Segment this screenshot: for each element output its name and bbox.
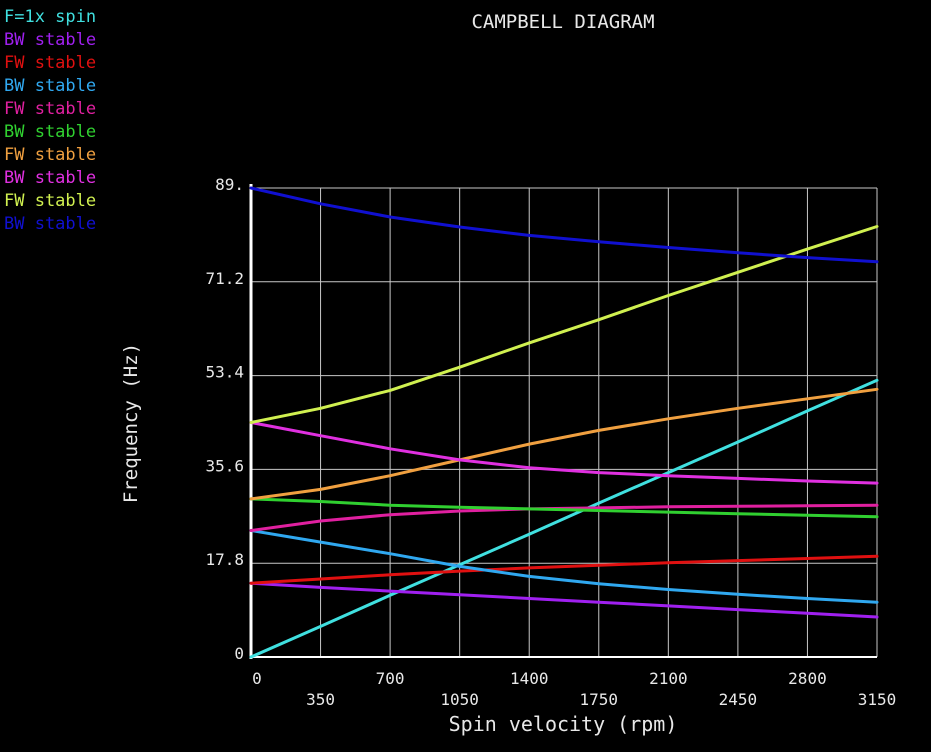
y-tick-label: 71.2: [205, 269, 244, 288]
series-line-9: [249, 225, 879, 424]
legend-entry: FW stable: [4, 99, 96, 119]
x-tick-label: 1050: [440, 690, 479, 709]
chart-title: CAMPBELL DIAGRAM: [471, 11, 654, 33]
y-tick-label: 0: [234, 644, 244, 663]
series-group: [249, 186, 879, 659]
series-line-1: [249, 378, 879, 659]
legend-entry: FW stable: [4, 191, 96, 211]
y-tick-label: 17.8: [205, 550, 244, 569]
legend-entry: FW stable: [4, 145, 96, 165]
x-tick-label: 0: [252, 669, 262, 688]
series-line-6: [249, 497, 879, 519]
x-tick-labels: 0 700 1400 2100 2800 350 1050 1750 2450 3150: [252, 669, 896, 709]
x-tick-label: 1750: [580, 690, 619, 709]
x-tick-label: 700: [376, 669, 405, 688]
y-tick-label: 89.: [215, 175, 244, 194]
x-tick-label: 2800: [788, 669, 827, 688]
x-tick-label: 350: [306, 690, 335, 709]
legend-entry: BW stable: [4, 122, 96, 142]
grid: [251, 187, 878, 657]
legend-entry: BW stable: [4, 214, 96, 234]
x-tick-label: 1400: [510, 669, 549, 688]
legend-entry: FW stable: [4, 53, 96, 73]
series-line-4: [249, 529, 879, 604]
y-tick-label: 53.4: [205, 363, 244, 382]
legend-entry: BW stable: [4, 30, 96, 50]
legend-entry: F=1x spin: [4, 7, 96, 27]
legend-entry: BW stable: [4, 168, 96, 188]
x-tick-label: 2450: [719, 690, 758, 709]
series-line-7: [249, 387, 879, 501]
x-tick-label: 2100: [649, 669, 688, 688]
series-line-2: [249, 581, 879, 619]
legend: F=1x spin BW stable FW stable BW stable FW s…: [4, 7, 96, 234]
legend-entry: BW stable: [4, 76, 96, 96]
x-tick-label: 3150: [858, 690, 897, 709]
series-line-8: [249, 421, 879, 485]
y-tick-label: 35.6: [205, 456, 244, 475]
y-axis-label: Frequency (Hz): [120, 343, 142, 503]
series-line-10: [249, 186, 879, 264]
series-line-3: [249, 554, 879, 585]
y-tick-labels: 0 17.8 35.6 53.4 71.2 89.: [205, 175, 244, 663]
x-axis-label: Spin velocity (rpm): [449, 712, 678, 736]
